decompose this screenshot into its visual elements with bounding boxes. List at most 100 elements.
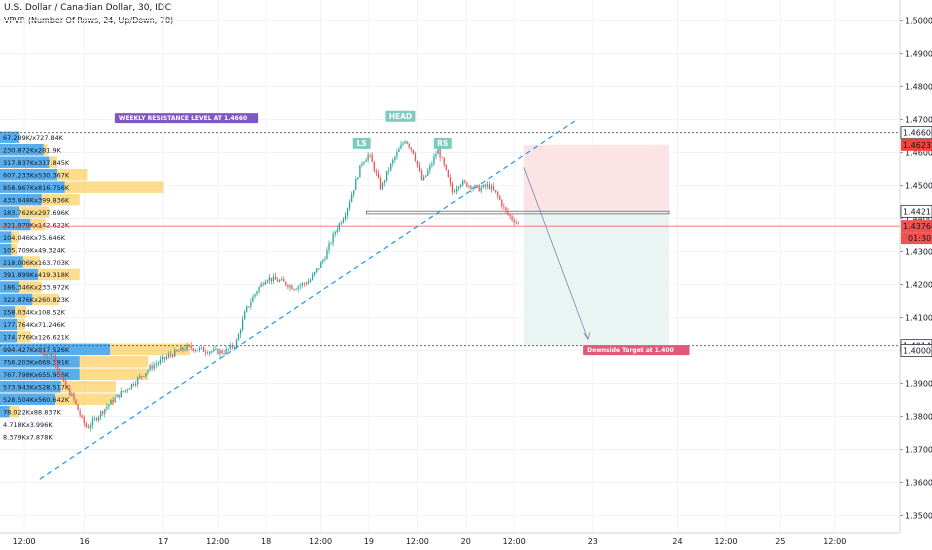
drawings[interactable] bbox=[39, 120, 591, 480]
price-axis[interactable]: 1.50000 1.49000 1.48000 1.47000 1.46000 1.450… bbox=[899, 0, 932, 550]
candle-body bbox=[328, 243, 330, 251]
candle-body bbox=[408, 143, 410, 148]
candle-body bbox=[104, 408, 106, 414]
vp-bar-up bbox=[0, 143, 44, 156]
vp-row-label: 433.948Kx399.836K bbox=[3, 196, 70, 204]
time-tick-label: 23 bbox=[588, 537, 598, 546]
vp-bar-up bbox=[0, 181, 65, 193]
vp-bar-up bbox=[0, 331, 18, 343]
candle-body bbox=[198, 347, 201, 351]
vp-bar-down bbox=[79, 356, 149, 368]
candle-body bbox=[295, 289, 297, 290]
candle-body bbox=[394, 156, 396, 160]
candle-body bbox=[128, 388, 131, 390]
candle-body bbox=[124, 389, 127, 392]
ascending-trendline bbox=[39, 120, 575, 480]
candle-body bbox=[186, 344, 188, 350]
vp-row-label: 67.289K/x727.84K bbox=[3, 134, 64, 142]
candle-body bbox=[513, 219, 515, 223]
candle-body bbox=[252, 296, 254, 303]
candle-body bbox=[254, 293, 256, 297]
candle-body bbox=[291, 285, 293, 290]
countdown-label: 01:30 bbox=[908, 234, 931, 243]
candle-body bbox=[219, 350, 221, 355]
candle-body bbox=[482, 184, 484, 188]
candle-body bbox=[418, 165, 421, 171]
candle-body bbox=[375, 170, 377, 174]
candle-body bbox=[406, 141, 408, 144]
candle-body bbox=[293, 289, 295, 291]
candle-body bbox=[89, 425, 92, 429]
candle-body bbox=[172, 355, 174, 357]
candle-body bbox=[65, 381, 67, 388]
candle-body bbox=[276, 279, 279, 282]
candle-body bbox=[54, 355, 57, 365]
candle-body bbox=[464, 180, 466, 183]
time-tick-label: 18 bbox=[261, 537, 271, 546]
candle-body bbox=[145, 372, 147, 377]
candle-body bbox=[373, 162, 375, 171]
vp-bar-up bbox=[0, 168, 57, 181]
candle-body bbox=[79, 410, 81, 416]
time-tick-label: 12:00 bbox=[823, 537, 846, 546]
candle-body bbox=[132, 383, 135, 386]
candle-body bbox=[200, 347, 203, 349]
take-profit-zone bbox=[523, 211, 670, 346]
time-axis[interactable]: 12:00 16 17 12:00 18 12:00 19 12:00 20 12:00 23 24 1… bbox=[0, 532, 932, 550]
vp-row-label: 105.709Kx49.324K bbox=[3, 246, 66, 254]
candle-body bbox=[227, 348, 229, 350]
vp-bar-up bbox=[0, 281, 19, 293]
candle-body bbox=[141, 376, 143, 377]
candle-body bbox=[264, 281, 266, 285]
vp-bar-down bbox=[60, 381, 116, 393]
candle-body bbox=[355, 179, 357, 190]
candle-body bbox=[330, 242, 332, 244]
time-tick-label: 12:00 bbox=[714, 537, 737, 546]
candle-body bbox=[515, 222, 517, 224]
candle-body bbox=[85, 423, 87, 428]
candle-body bbox=[379, 178, 382, 189]
candle-body bbox=[91, 419, 94, 426]
candle-body bbox=[69, 388, 71, 396]
last-price-label: 1.43768 bbox=[903, 222, 932, 231]
candle-body bbox=[71, 393, 73, 396]
candle-body bbox=[443, 157, 445, 165]
vp-bar-down bbox=[43, 143, 48, 156]
annotation-text: Downside Target at 1.400 bbox=[587, 347, 674, 354]
candle-body bbox=[250, 302, 252, 307]
candle-body bbox=[151, 365, 153, 369]
vp-bar-up bbox=[0, 318, 18, 331]
candle-body bbox=[174, 350, 176, 357]
price-label: 1.40000 bbox=[903, 346, 932, 355]
price-tick-label: 1.38000 bbox=[905, 412, 932, 421]
vp-bar-down bbox=[64, 181, 164, 193]
candle-body bbox=[297, 286, 299, 290]
candle-body bbox=[326, 250, 328, 260]
candle-body bbox=[361, 163, 363, 166]
candle-body bbox=[126, 389, 129, 391]
vp-row-label: 322.876Kx260.823K bbox=[3, 296, 70, 304]
candle-body bbox=[83, 417, 85, 424]
candle-body bbox=[371, 154, 373, 163]
candle-body bbox=[398, 148, 400, 153]
candle-body bbox=[340, 222, 343, 224]
price-axis-bg bbox=[900, 0, 932, 550]
candle-body bbox=[100, 411, 102, 417]
candle-body bbox=[367, 154, 369, 160]
vp-bar-up bbox=[0, 393, 56, 405]
candle-body bbox=[176, 350, 178, 351]
candle-body bbox=[505, 207, 507, 212]
candle-body bbox=[484, 184, 487, 187]
candle-body bbox=[460, 184, 462, 187]
vp-bar-down bbox=[41, 193, 80, 206]
candle-body bbox=[60, 374, 63, 378]
candle-body bbox=[307, 281, 310, 285]
candle-body bbox=[410, 147, 412, 150]
candle-body bbox=[353, 189, 355, 195]
candle-body bbox=[233, 347, 236, 348]
vp-bar-down bbox=[11, 243, 18, 256]
candle-body bbox=[305, 283, 308, 285]
time-tick-label: 25 bbox=[775, 537, 785, 546]
